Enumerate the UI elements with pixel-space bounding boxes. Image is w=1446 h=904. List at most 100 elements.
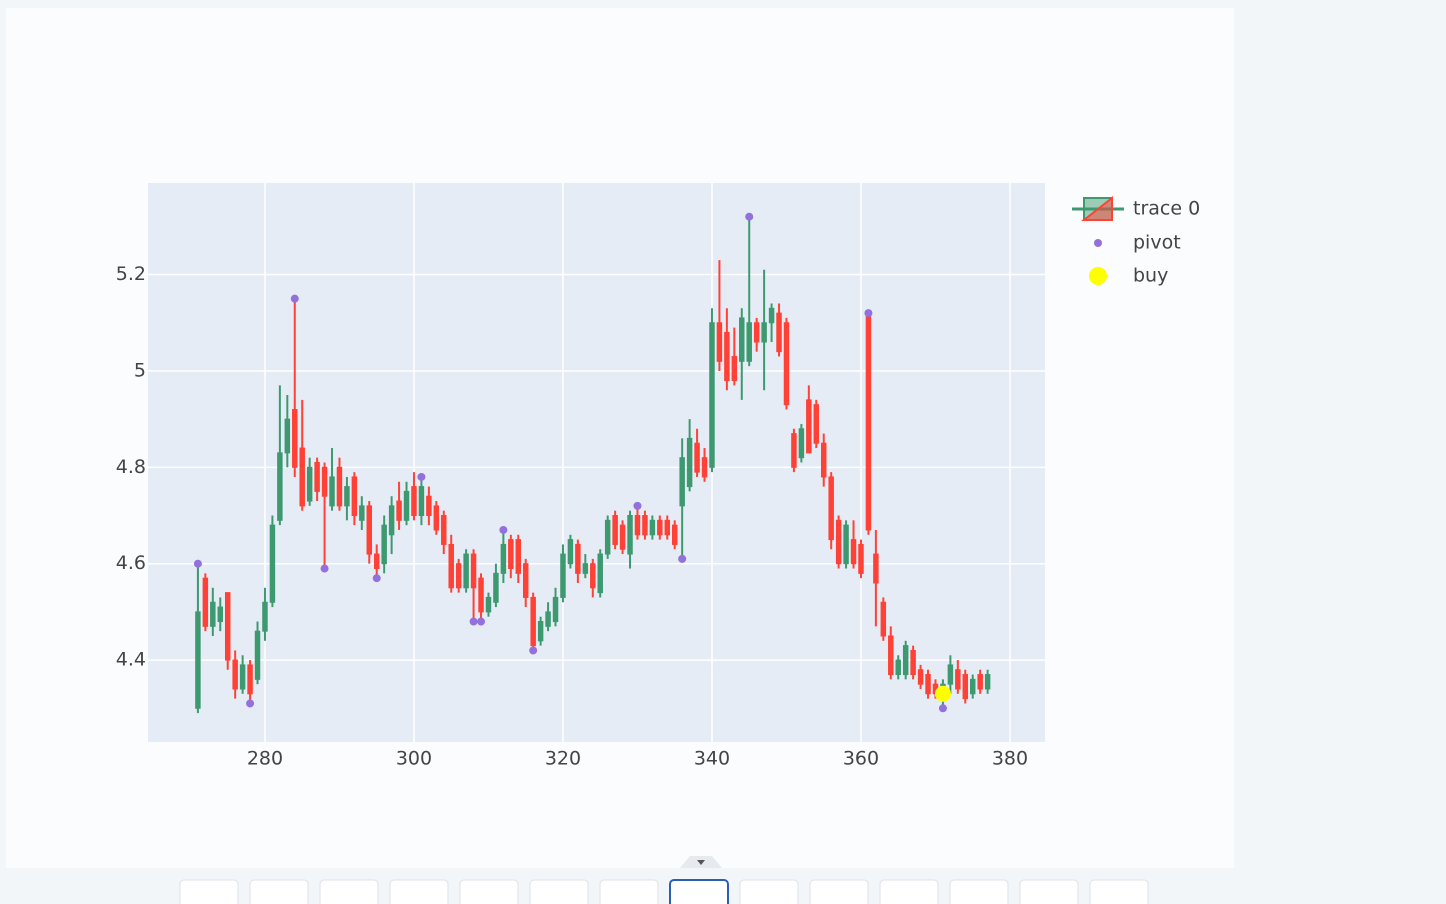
candle-body bbox=[657, 519, 663, 536]
candle-body bbox=[262, 601, 268, 632]
thumbnail[interactable] bbox=[1019, 879, 1079, 904]
candle bbox=[560, 544, 566, 603]
candle-body bbox=[500, 543, 507, 574]
candle-body bbox=[411, 486, 417, 517]
candle bbox=[984, 669, 991, 694]
candle bbox=[865, 312, 872, 535]
thumbnail[interactable] bbox=[949, 879, 1009, 904]
candle bbox=[612, 510, 618, 550]
marks bbox=[193, 212, 991, 714]
thumbnail[interactable] bbox=[1089, 879, 1149, 904]
candle bbox=[701, 448, 708, 482]
candle-body bbox=[597, 553, 603, 594]
candle bbox=[858, 539, 864, 579]
candle bbox=[359, 496, 365, 530]
thumbnail[interactable] bbox=[809, 879, 869, 904]
candle-body bbox=[254, 630, 261, 680]
thumbnail[interactable] bbox=[669, 879, 729, 904]
candle bbox=[627, 510, 633, 569]
candle bbox=[292, 298, 298, 477]
pivot-marker bbox=[864, 309, 873, 318]
candle-body bbox=[843, 524, 849, 565]
candle-body bbox=[835, 519, 842, 565]
candle bbox=[843, 520, 849, 569]
x-tick-label: 360 bbox=[843, 748, 879, 770]
candle bbox=[262, 587, 268, 641]
thumbnail[interactable] bbox=[599, 879, 659, 904]
legend-label[interactable]: buy bbox=[1133, 265, 1168, 287]
candle bbox=[634, 505, 641, 540]
candle bbox=[239, 655, 246, 694]
thumbnail[interactable] bbox=[879, 879, 939, 904]
candle bbox=[582, 554, 589, 579]
candle-body bbox=[739, 317, 745, 362]
candle-body bbox=[195, 611, 201, 709]
x-tick-label: 320 bbox=[545, 748, 581, 770]
thumbnail[interactable] bbox=[459, 879, 519, 904]
candle-body bbox=[545, 611, 551, 627]
y-tick-label: 4.8 bbox=[116, 456, 146, 478]
candle-body bbox=[321, 466, 328, 497]
candle bbox=[917, 664, 924, 689]
candle-body bbox=[701, 457, 708, 478]
thumbnail[interactable] bbox=[389, 879, 449, 904]
candle-body bbox=[455, 563, 462, 589]
legend-label[interactable]: pivot bbox=[1133, 232, 1181, 254]
candle-body bbox=[791, 433, 797, 468]
candle bbox=[463, 549, 469, 593]
candle-body bbox=[552, 596, 559, 623]
candle bbox=[254, 621, 261, 685]
candle bbox=[955, 660, 961, 694]
candle bbox=[448, 534, 454, 593]
candle-body bbox=[612, 515, 618, 545]
candle-body bbox=[359, 505, 365, 521]
candle-body bbox=[724, 331, 730, 382]
candle-body bbox=[269, 524, 276, 603]
candle-body bbox=[403, 490, 410, 521]
candle bbox=[455, 558, 462, 593]
candle-body bbox=[768, 307, 775, 324]
candle bbox=[761, 269, 767, 391]
candle bbox=[329, 448, 335, 511]
candle-body bbox=[977, 674, 983, 690]
candle-body bbox=[463, 553, 469, 589]
thumbnail[interactable] bbox=[179, 879, 239, 904]
candle-body bbox=[299, 447, 305, 507]
thumbnail[interactable] bbox=[319, 879, 379, 904]
thumbnail[interactable] bbox=[249, 879, 309, 904]
candle-body bbox=[292, 408, 298, 468]
thumbnail[interactable] bbox=[529, 879, 589, 904]
candle bbox=[686, 419, 693, 492]
candle-body bbox=[873, 553, 879, 584]
candle bbox=[284, 395, 291, 468]
thumbnail-strip[interactable] bbox=[179, 879, 1149, 904]
candle-body bbox=[277, 452, 283, 521]
legend-label[interactable]: trace 0 bbox=[1133, 198, 1200, 220]
candle bbox=[321, 462, 328, 569]
y-tick-label: 4.4 bbox=[116, 649, 146, 671]
legend[interactable]: trace 0 pivot buy bbox=[1072, 195, 1200, 287]
candle bbox=[657, 515, 663, 540]
candle bbox=[537, 616, 544, 646]
candle-body bbox=[210, 601, 216, 627]
candle bbox=[493, 563, 499, 608]
thumbnail[interactable] bbox=[739, 879, 799, 904]
candle-body bbox=[619, 524, 626, 550]
candle-body bbox=[530, 596, 536, 647]
candle-body bbox=[351, 476, 358, 517]
candle bbox=[299, 399, 305, 511]
x-tick-label: 380 bbox=[992, 748, 1028, 770]
candle bbox=[195, 563, 201, 714]
buy-marker bbox=[934, 685, 951, 702]
candle bbox=[813, 399, 820, 449]
candle-body bbox=[709, 322, 715, 468]
candle-body bbox=[575, 543, 581, 574]
candle bbox=[724, 308, 730, 391]
candle bbox=[895, 655, 901, 680]
candle bbox=[969, 674, 976, 699]
pivot-marker bbox=[477, 617, 486, 626]
candle bbox=[530, 592, 536, 651]
candle-body bbox=[984, 674, 991, 690]
candle bbox=[947, 655, 954, 694]
candle bbox=[441, 510, 447, 555]
